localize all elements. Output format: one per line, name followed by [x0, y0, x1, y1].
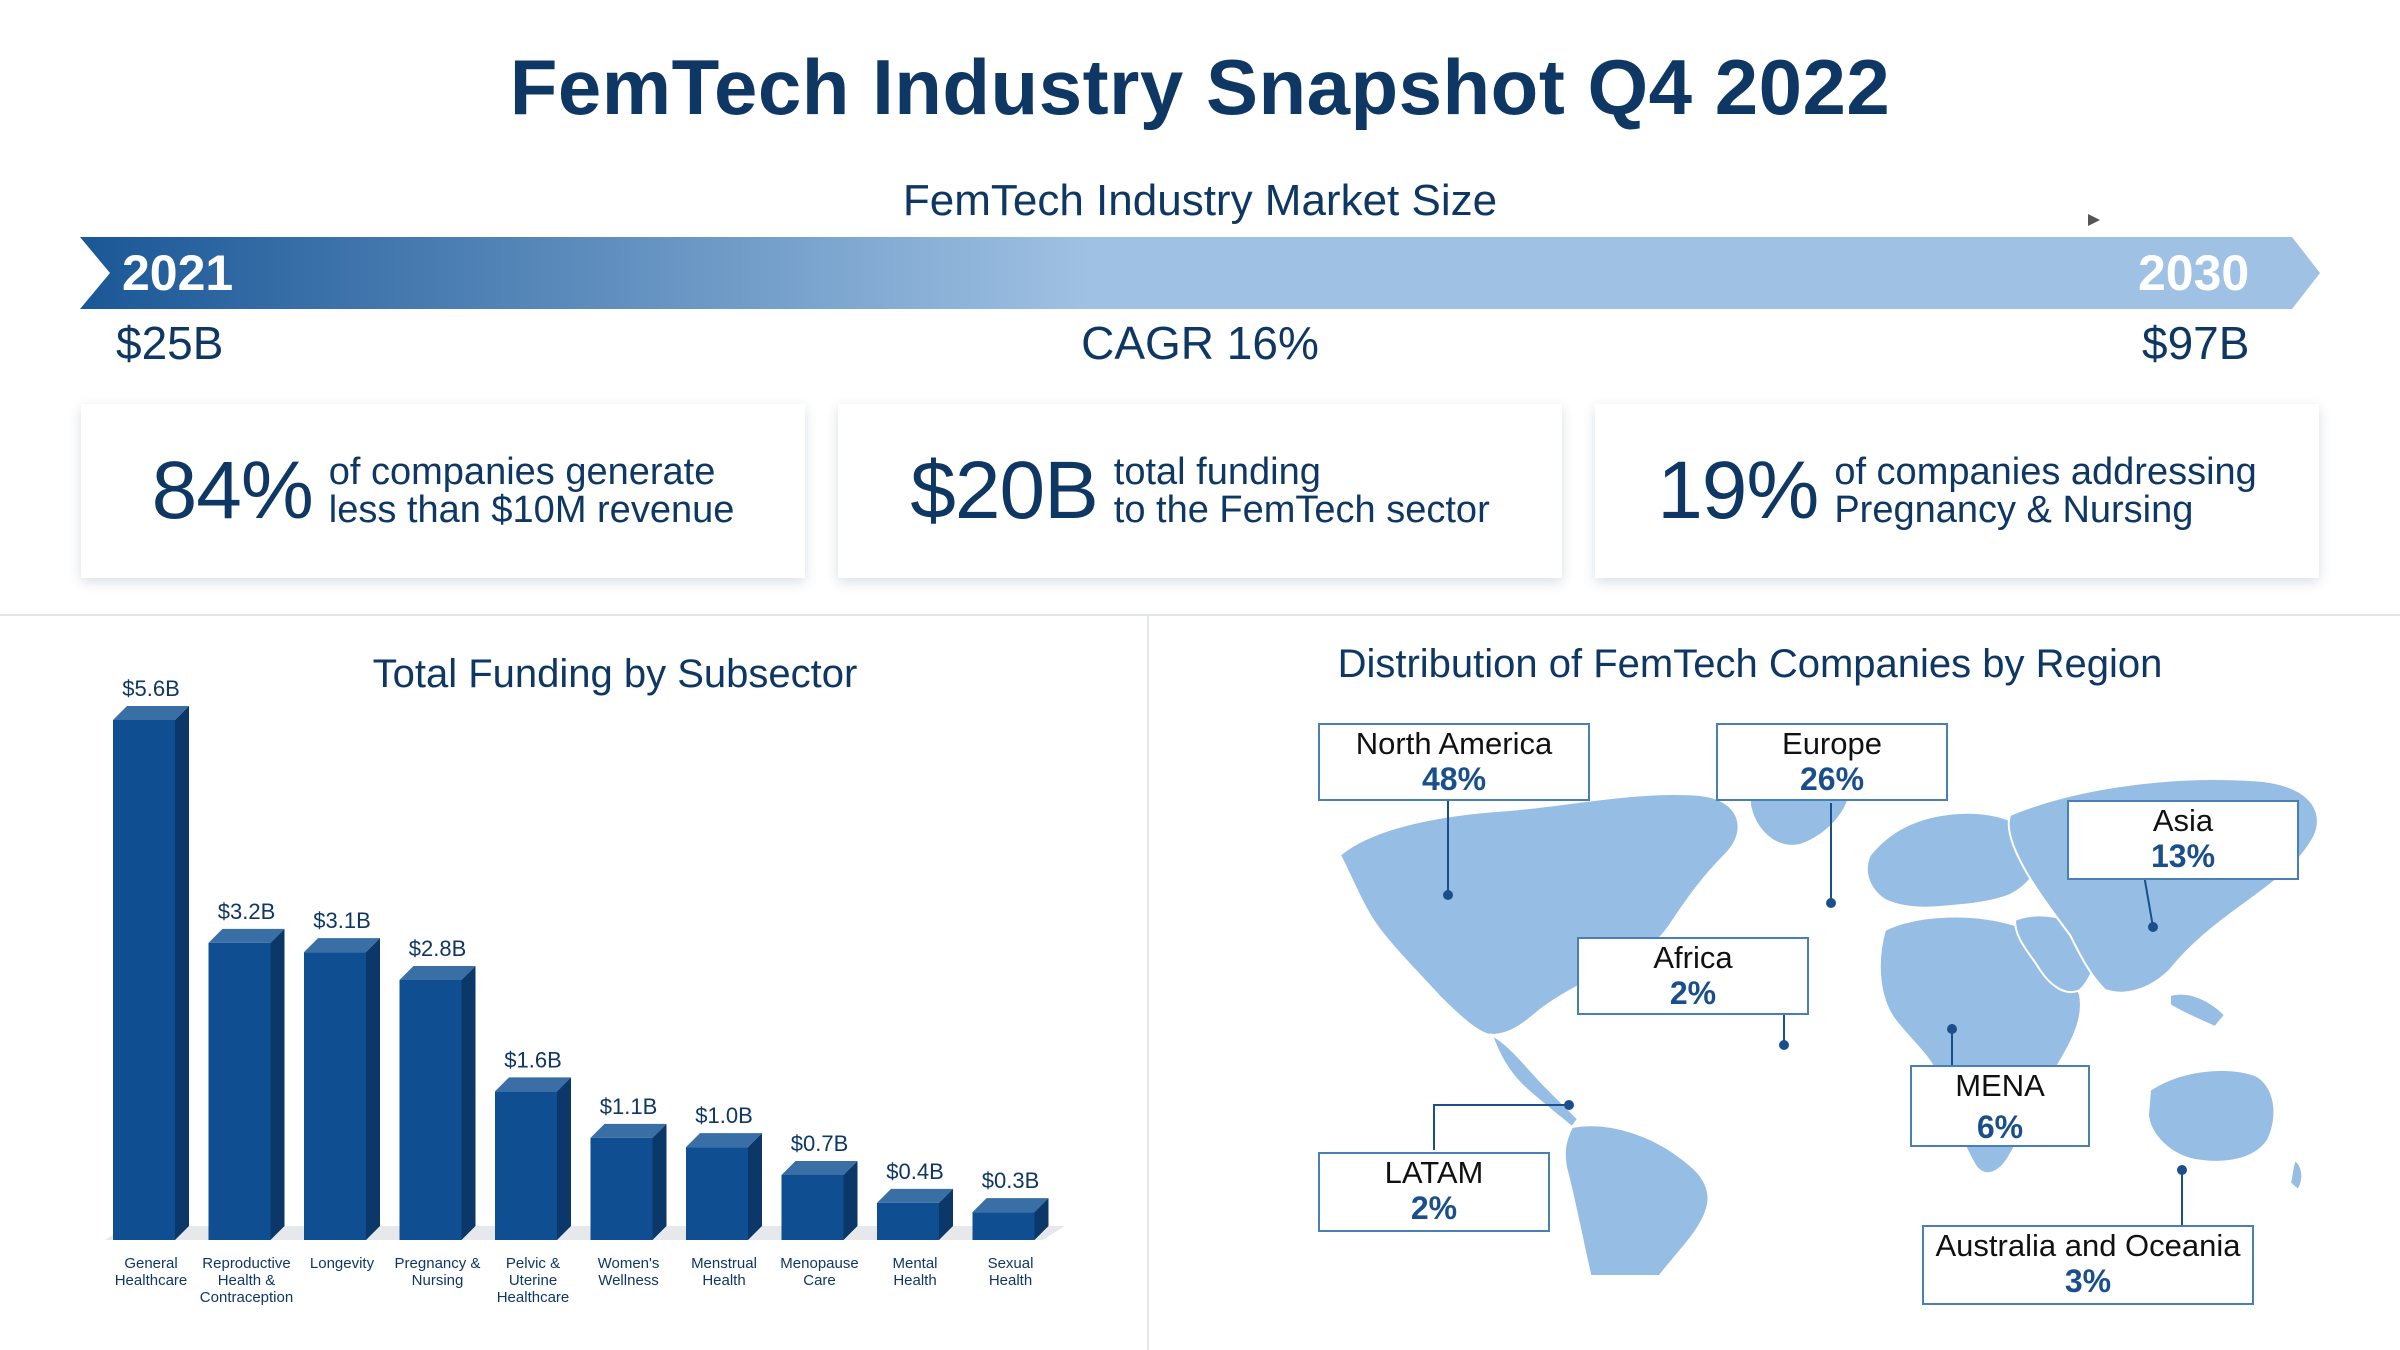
section-divider-horizontal — [0, 614, 2400, 616]
stat-description: of companies addressing Pregnancy & Nurs… — [1834, 453, 2256, 529]
region-callout-latam: LATAM 2% — [1318, 1152, 1550, 1232]
region-callout-north-america: North America 48% — [1318, 723, 1590, 801]
bar-value-label: $1.1B — [600, 1094, 658, 1119]
bar-8 — [877, 1188, 953, 1240]
bar-value-label: $0.4B — [886, 1159, 944, 1184]
bar-9 — [972, 1198, 1049, 1240]
category-label: General — [124, 1255, 177, 1272]
cagr-label: CAGR 16% — [1081, 317, 1319, 369]
stat-card-funding: $20B total funding to the FemTech sector — [838, 404, 1562, 578]
stat-number: 84% — [151, 445, 314, 536]
category-label: Women's — [598, 1255, 660, 1272]
region-callout-asia: Asia 13% — [2067, 800, 2299, 880]
funding-chart-title: Total Funding by Subsector — [372, 652, 858, 696]
bar-2 — [304, 938, 380, 1240]
category-label: Health & — [218, 1272, 276, 1289]
bar-value-label: $5.6B — [122, 676, 180, 701]
page-title: FemTech Industry Snapshot Q4 2022 — [509, 43, 1891, 131]
region-callout-europe: Europe 26% — [1716, 723, 1948, 801]
bar-1 — [208, 928, 285, 1240]
bar-5 — [590, 1123, 667, 1240]
stat-line: of companies generate — [328, 451, 716, 493]
bar-value-label: $0.3B — [982, 1168, 1040, 1193]
region-name: Australia and Oceania — [1935, 1228, 2241, 1263]
category-label: Healthcare — [497, 1289, 570, 1306]
region-value: 6% — [1976, 1109, 2024, 1145]
stat-description: total funding to the FemTech sector — [1114, 453, 1490, 529]
bar-value-label: $1.6B — [504, 1047, 562, 1072]
bar-6 — [686, 1133, 762, 1240]
category-label: Pelvic & — [506, 1255, 560, 1272]
category-label: Nursing — [412, 1272, 464, 1289]
map-new-zealand — [2288, 1158, 2304, 1192]
region-value: 2% — [1410, 1190, 1458, 1226]
bar-3 — [399, 966, 476, 1240]
category-label: Wellness — [598, 1272, 659, 1289]
region-name: North America — [1355, 726, 1553, 761]
section-divider-vertical — [1147, 615, 1149, 1350]
category-label: Menstrual — [691, 1255, 757, 1272]
bar-value-label: $2.8B — [409, 936, 467, 961]
start-value-label: $25B — [116, 317, 224, 369]
category-label: Longevity — [310, 1255, 375, 1272]
bar-value-label: $0.7B — [791, 1131, 849, 1156]
market-size-title: FemTech Industry Market Size — [902, 176, 1498, 225]
stat-line: Pregnancy & Nursing — [1834, 489, 2194, 531]
region-callout-africa: Africa 2% — [1577, 937, 1809, 1015]
category-label: Uterine — [509, 1272, 557, 1289]
region-map-title: Distribution of FemTech Companies by Reg… — [1337, 642, 2163, 686]
region-name: Europe — [1782, 726, 1882, 761]
bar-value-label: $3.1B — [313, 908, 371, 933]
region-value: 13% — [2150, 838, 2216, 874]
bar-4 — [495, 1077, 571, 1240]
category-label: Health — [893, 1272, 936, 1289]
category-label: Menopause — [780, 1255, 858, 1272]
region-callout-australia-oceania: Australia and Oceania 3% — [1922, 1225, 2254, 1305]
region-value: 3% — [2064, 1263, 2112, 1299]
stat-card-revenue: 84% of companies generate less than $10M… — [81, 404, 805, 578]
category-label: Pregnancy & — [395, 1255, 481, 1272]
category-label: Health — [702, 1272, 745, 1289]
map-central-america — [1490, 1032, 1580, 1129]
bar-0 — [113, 706, 189, 1240]
region-value: 2% — [1669, 975, 1717, 1011]
stat-description: of companies generate less than $10M rev… — [329, 453, 735, 529]
category-label: Mental — [892, 1255, 937, 1272]
category-label: Care — [803, 1272, 836, 1289]
bar-value-label: $1.0B — [695, 1103, 753, 1128]
region-name: MENA — [1955, 1068, 2045, 1103]
bar-7 — [781, 1161, 858, 1240]
bar-value-label: $3.2B — [218, 899, 276, 924]
region-name: LATAM — [1384, 1155, 1484, 1190]
play-icon — [2088, 214, 2100, 226]
category-label: Contraception — [200, 1289, 293, 1306]
region-name: Asia — [2152, 803, 2214, 838]
stat-number: 19% — [1657, 445, 1819, 536]
stat-line: less than $10M revenue — [328, 489, 735, 531]
stat-card-pregnancy: 19% of companies addressing Pregnancy & … — [1595, 404, 2319, 578]
region-name: Africa — [1653, 940, 1733, 975]
stat-line: of companies addressing — [1834, 451, 2257, 493]
stat-line: to the FemTech sector — [1113, 489, 1490, 531]
category-label: Healthcare — [115, 1272, 188, 1289]
region-callout-mena: MENA 6% — [1910, 1065, 2090, 1147]
map-south-america — [1563, 1124, 1710, 1275]
map-australia — [2146, 1069, 2276, 1163]
category-label: Reproductive — [202, 1255, 290, 1272]
stat-line: total funding — [1113, 451, 1321, 493]
region-value: 48% — [1421, 761, 1487, 797]
funding-bar-chart: $5.6BGeneralHealthcare$3.2BReproductiveH… — [105, 676, 1065, 1306]
start-year-label: 2021 — [122, 245, 234, 301]
map-southeast-asia — [2169, 992, 2227, 1029]
category-label: Sexual — [988, 1255, 1034, 1272]
stat-number: $20B — [910, 445, 1099, 536]
end-year-label: 2030 — [2138, 245, 2250, 301]
map-europe — [1865, 811, 2042, 909]
region-value: 26% — [1799, 761, 1865, 797]
market-size-arrow-bar — [80, 237, 2320, 309]
end-value-label: $97B — [2142, 317, 2250, 369]
category-label: Health — [989, 1272, 1032, 1289]
